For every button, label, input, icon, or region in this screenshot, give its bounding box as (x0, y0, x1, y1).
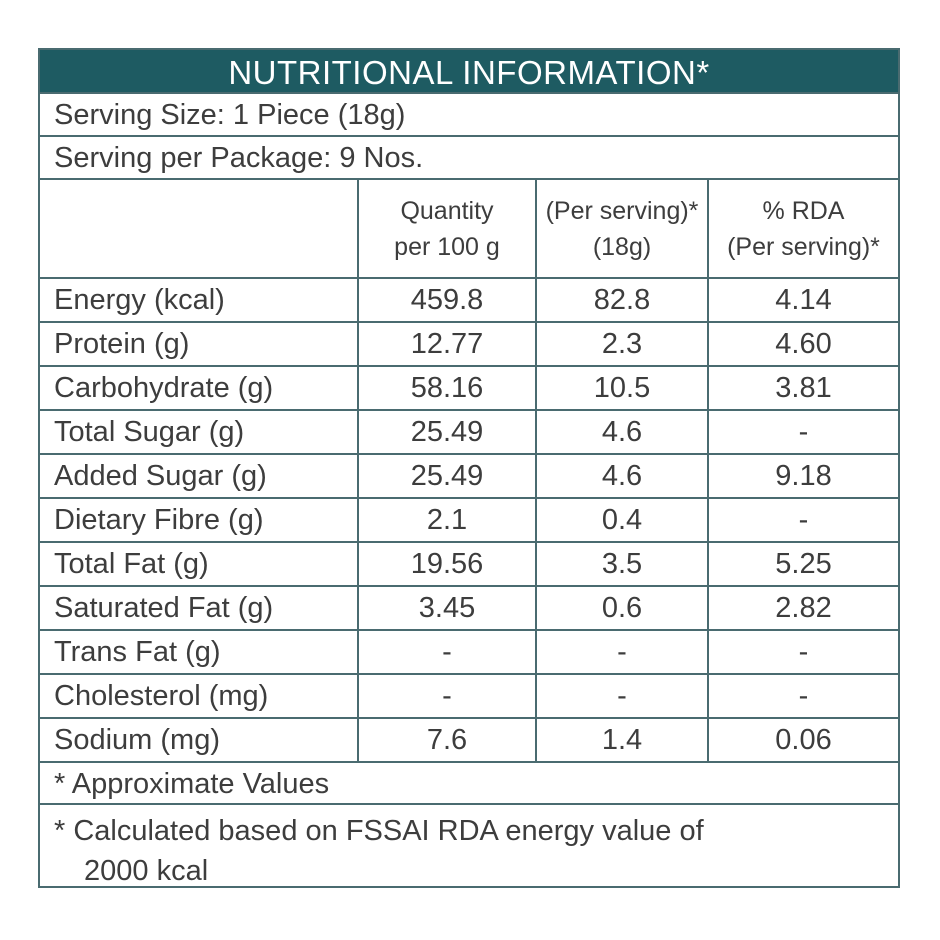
qty-per-100g: - (358, 674, 537, 719)
column-header-nutrient (40, 180, 359, 279)
footnote-calculation: * Calculated based on FSSAI RDA energy v… (40, 805, 898, 891)
rda-percent: 2.82 (708, 586, 898, 631)
qty-per-serving: 0.6 (536, 586, 709, 631)
qty-per-100g: 25.49 (358, 410, 537, 455)
serving-per-package: Serving per Package: 9 Nos. (40, 137, 898, 180)
qty-per-100g: 25.49 (358, 454, 537, 499)
qty-per-serving: 2.3 (536, 322, 709, 367)
serving-size: Serving Size: 1 Piece (18g) (40, 94, 898, 137)
nutrient-name: Dietary Fibre (g) (40, 498, 359, 543)
rda-percent: 3.81 (708, 366, 898, 411)
table-row: Saturated Fat (g) 3.45 0.6 2.82 (40, 586, 898, 631)
qty-per-serving: - (536, 674, 709, 719)
column-header-quantity: Quantity per 100 g (358, 180, 537, 279)
table-row: Added Sugar (g) 25.49 4.6 9.18 (40, 454, 898, 499)
rda-percent: 0.06 (708, 718, 898, 763)
nutrient-name: Total Sugar (g) (40, 410, 359, 455)
column-header-rda-line1: % RDA (762, 196, 845, 225)
nutrient-name: Trans Fat (g) (40, 630, 359, 675)
table-header-row: Quantity per 100 g (Per serving)* (18g) … (40, 180, 898, 279)
nutrition-table: Quantity per 100 g (Per serving)* (18g) … (40, 180, 898, 763)
rda-percent: 4.60 (708, 322, 898, 367)
table-row: Protein (g) 12.77 2.3 4.60 (40, 322, 898, 367)
qty-per-100g: 459.8 (358, 278, 537, 323)
nutrient-name: Protein (g) (40, 322, 359, 367)
rda-percent: 4.14 (708, 278, 898, 323)
qty-per-serving: 0.4 (536, 498, 709, 543)
rda-percent: 5.25 (708, 542, 898, 587)
nutrient-name: Total Fat (g) (40, 542, 359, 587)
table-row: Total Fat (g) 19.56 3.5 5.25 (40, 542, 898, 587)
qty-per-serving: 1.4 (536, 718, 709, 763)
table-row: Sodium (mg) 7.6 1.4 0.06 (40, 718, 898, 763)
nutrient-name: Carbohydrate (g) (40, 366, 359, 411)
nutrient-name: Sodium (mg) (40, 718, 359, 763)
column-header-quantity-line2: per 100 g (394, 232, 500, 261)
nutrient-name: Energy (kcal) (40, 278, 359, 323)
qty-per-100g: 7.6 (358, 718, 537, 763)
rda-percent: 9.18 (708, 454, 898, 499)
rda-percent: - (708, 674, 898, 719)
nutrient-name: Added Sugar (g) (40, 454, 359, 499)
nutrition-panel: NUTRITIONAL INFORMATION* Serving Size: 1… (38, 48, 900, 888)
table-row: Dietary Fibre (g) 2.1 0.4 - (40, 498, 898, 543)
qty-per-100g: 58.16 (358, 366, 537, 411)
table-row: Energy (kcal) 459.8 82.8 4.14 (40, 278, 898, 323)
column-header-quantity-line1: Quantity (400, 196, 494, 225)
rda-percent: - (708, 498, 898, 543)
qty-per-serving: 4.6 (536, 454, 709, 499)
table-row: Total Sugar (g) 25.49 4.6 - (40, 410, 898, 455)
rda-percent: - (708, 630, 898, 675)
qty-per-serving: 3.5 (536, 542, 709, 587)
column-header-per-serving: (Per serving)* (18g) (536, 180, 709, 279)
qty-per-100g: 12.77 (358, 322, 537, 367)
qty-per-100g: 3.45 (358, 586, 537, 631)
table-row: Trans Fat (g) - - - (40, 630, 898, 675)
column-header-rda-line2: (Per serving)* (727, 232, 880, 261)
panel-title: NUTRITIONAL INFORMATION* (40, 50, 898, 94)
table-row: Carbohydrate (g) 58.16 10.5 3.81 (40, 366, 898, 411)
table-row: Cholesterol (mg) - - - (40, 674, 898, 719)
qty-per-100g: 19.56 (358, 542, 537, 587)
column-header-rda: % RDA (Per serving)* (708, 180, 898, 279)
nutrient-name: Saturated Fat (g) (40, 586, 359, 631)
qty-per-100g: - (358, 630, 537, 675)
column-header-per-serving-line1: (Per serving)* (545, 196, 699, 225)
nutrient-name: Cholesterol (mg) (40, 674, 359, 719)
qty-per-serving: 82.8 (536, 278, 709, 323)
qty-per-serving: 4.6 (536, 410, 709, 455)
rda-percent: - (708, 410, 898, 455)
footnote-calculation-line2: 2000 kcal (84, 855, 209, 887)
footnote-approximate: * Approximate Values (40, 763, 898, 805)
column-header-per-serving-line2: (18g) (592, 232, 652, 261)
footnote-calculation-line1: * Calculated based on FSSAI RDA energy v… (54, 815, 704, 847)
qty-per-serving: 10.5 (536, 366, 709, 411)
qty-per-serving: - (536, 630, 709, 675)
qty-per-100g: 2.1 (358, 498, 537, 543)
